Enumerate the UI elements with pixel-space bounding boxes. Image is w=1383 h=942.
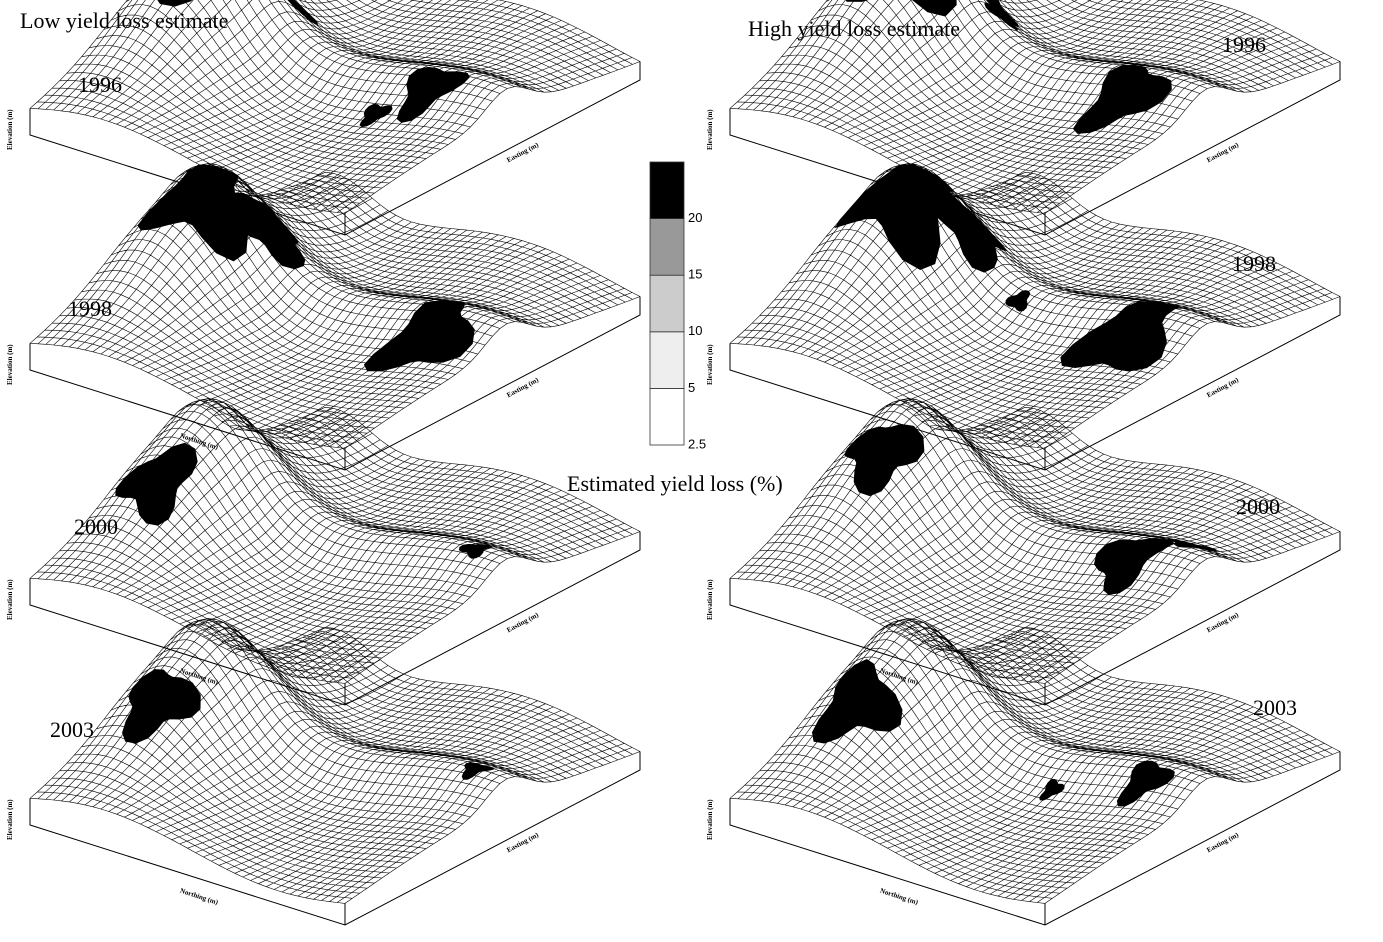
left-title: Low yield loss estimate xyxy=(20,8,228,33)
axis-label: Northing (m) xyxy=(179,887,220,907)
surface-base xyxy=(730,752,1340,925)
axis-label: Elevation (m) xyxy=(706,344,714,385)
surface-mesh xyxy=(30,619,640,904)
panel-year: 1998 xyxy=(68,296,112,321)
axis-label: Elevation (m) xyxy=(706,579,714,620)
axis-label: Elevation (m) xyxy=(706,799,714,840)
surface-mesh xyxy=(730,619,1340,904)
axis-label: Elevation (m) xyxy=(6,579,14,620)
legend-tick-label: 20 xyxy=(688,210,702,225)
panel-year: 2000 xyxy=(1236,494,1280,519)
axis-label: Northing (m) xyxy=(879,887,920,907)
axis-label: Elevation (m) xyxy=(6,344,14,385)
figure: Low yield loss estimate High yield loss … xyxy=(0,0,1383,942)
panel-year: 1996 xyxy=(1222,32,1266,57)
panel-year: 2003 xyxy=(1253,695,1297,720)
surface-base xyxy=(730,62,1340,235)
legend-title: Estimated yield loss (%) xyxy=(567,471,783,496)
legend-band xyxy=(650,275,684,332)
panel-year: 2000 xyxy=(74,514,118,539)
legend-tick-label: 10 xyxy=(688,323,702,338)
yield-loss-region xyxy=(845,425,924,496)
surface-panel: Elevation (m) Northing (m) Easting (m) xyxy=(6,619,640,925)
axis-label: Easting (m) xyxy=(1205,831,1240,855)
legend-band xyxy=(650,388,684,445)
surface-panel: Elevation (m) Northing (m) Easting (m) xyxy=(706,619,1340,925)
surface-mesh xyxy=(730,399,1340,684)
axis-label: Easting (m) xyxy=(1205,376,1240,400)
surface-base xyxy=(30,532,640,705)
surface-base xyxy=(30,297,640,470)
legend-tick-label: 5 xyxy=(688,380,695,395)
legend-tick-label: 2.5 xyxy=(688,436,706,451)
surface-mesh xyxy=(30,164,640,449)
surface-base xyxy=(730,532,1340,705)
axis-label: Elevation (m) xyxy=(6,799,14,840)
panel-year: 1996 xyxy=(78,72,122,97)
axis-label: Easting (m) xyxy=(1205,141,1240,165)
panel-year: 1998 xyxy=(1232,251,1276,276)
surface-mesh xyxy=(30,399,640,684)
axis-label: Elevation (m) xyxy=(706,109,714,150)
axis-label: Easting (m) xyxy=(1205,611,1240,635)
axis-label: Easting (m) xyxy=(505,611,540,635)
legend-tick-label: 15 xyxy=(688,267,702,282)
surface-base xyxy=(30,752,640,925)
legend-band xyxy=(650,162,684,219)
axis-label: Easting (m) xyxy=(505,141,540,165)
axis-label: Easting (m) xyxy=(505,831,540,855)
legend-band xyxy=(650,332,684,389)
panel-year: 2003 xyxy=(50,717,94,742)
legend-band xyxy=(650,219,684,276)
axis-label: Elevation (m) xyxy=(6,109,14,150)
axis-label: Easting (m) xyxy=(505,376,540,400)
surface-panel: Elevation (m)Northing (m)Easting (m) xyxy=(6,0,640,235)
surface-base xyxy=(730,297,1340,470)
surface-mesh xyxy=(730,164,1340,449)
